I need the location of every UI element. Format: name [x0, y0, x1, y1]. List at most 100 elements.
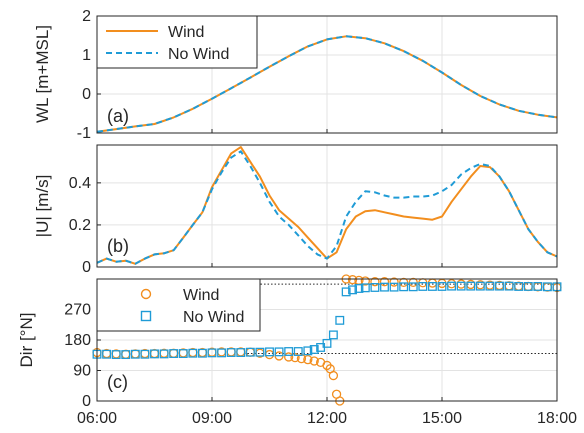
- panel-c-point-no-wind: [274, 347, 284, 357]
- panel-c-point-no-wind: [140, 349, 150, 359]
- legend-nowind-label: No Wind: [168, 46, 229, 63]
- panel-c-point-no-wind: [309, 345, 319, 354]
- panel-c-point-wind: [370, 277, 380, 287]
- panel-c-point-no-wind: [389, 282, 399, 292]
- panel-c-point-no-wind: [293, 347, 303, 356]
- panel-c-point-no-wind: [542, 282, 552, 292]
- panel-c-xtick-label: 12:00: [307, 410, 347, 427]
- panel-c-legend: Wind No Wind: [96, 278, 261, 332]
- panel-c-point-no-wind: [370, 283, 380, 292]
- panel-b: 0 0.2 0.4 (b) |U| [m/s]: [33, 144, 558, 276]
- panel-c-point-no-wind: [150, 349, 159, 359]
- panel-c-point-no-wind: [226, 348, 236, 357]
- legend-wind-label: Wind: [168, 24, 204, 41]
- panel-c-label: (c): [107, 372, 128, 392]
- legend-box: [96, 278, 261, 332]
- panel-c-point-no-wind: [236, 348, 246, 357]
- panel-a: -1 0 1 2 (a) WL [m+MSL] Wind No Wind: [33, 8, 558, 142]
- panel-c-point-no-wind: [328, 330, 338, 340]
- panel-b-grid: [97, 145, 557, 267]
- panel-c-point-wind: [303, 355, 313, 365]
- legend-nowind-label: No Wind: [183, 309, 244, 326]
- panel-c-point-no-wind: [504, 281, 514, 291]
- panel-c-point-no-wind: [399, 282, 409, 292]
- panel-c-ytick-label: 270: [64, 302, 91, 319]
- panel-c-point-no-wind: [354, 284, 364, 293]
- panel-c-point-no-wind: [335, 315, 345, 325]
- panel-b-label: (b): [107, 236, 129, 256]
- panel-a-ytick-label: -1: [77, 125, 91, 142]
- panel-c-ytick-label: 90: [73, 363, 91, 380]
- panel-b-yticks: 0 0.2 0.4: [69, 175, 558, 276]
- panel-c-point-no-wind: [418, 282, 428, 291]
- panel-c-point-no-wind: [265, 347, 274, 357]
- panel-c-ytick-label: 0: [82, 393, 91, 410]
- panel-c-xticks: 06:00 09:00 12:00 15:00 18:00: [77, 410, 577, 427]
- panel-b-ylabel: |U| [m/s]: [33, 175, 52, 238]
- panel-c-point-no-wind: [245, 347, 255, 357]
- legend-wind-label: Wind: [183, 287, 219, 304]
- panel-c-point-no-wind: [169, 349, 179, 359]
- panel-c-xtick-label: 06:00: [77, 410, 117, 427]
- panel-c-point-no-wind: [466, 281, 476, 291]
- panel-c-point-no-wind: [159, 349, 169, 359]
- panel-c-point-no-wind: [121, 350, 131, 360]
- panel-c-point-no-wind: [475, 281, 485, 291]
- panel-b-ytick-label: 0.2: [69, 217, 91, 234]
- panel-a-ytick-label: 2: [82, 8, 91, 25]
- panel-c-point-no-wind: [456, 281, 466, 291]
- panel-c-point-no-wind: [102, 349, 112, 359]
- panel-c-point-no-wind: [348, 285, 358, 295]
- legend-wind-marker: [140, 288, 152, 300]
- panel-c-point-no-wind: [427, 282, 437, 291]
- panel-c-point-no-wind: [111, 350, 121, 360]
- panel-b-series-no-wind: [96, 150, 558, 265]
- legend-box: [96, 15, 258, 69]
- panel-a-series: [96, 35, 558, 133]
- panel-c-point-wind: [360, 276, 370, 286]
- panel-c-point-wind: [347, 275, 358, 285]
- panel-a-ytick-label: 0: [82, 86, 91, 103]
- panel-c-point-no-wind: [514, 282, 524, 291]
- panel-c-point-no-wind: [533, 282, 543, 291]
- panel-b-ytick-label: 0: [82, 259, 91, 276]
- panel-c-ytick-label: 180: [64, 332, 91, 349]
- panel-c-point-no-wind: [322, 338, 332, 348]
- panel-c-point-no-wind: [255, 347, 265, 357]
- panel-a-legend: Wind No Wind: [96, 15, 258, 69]
- panel-c-xtick-label: 18:00: [537, 410, 577, 427]
- panel-a-series-no-wind: [96, 35, 558, 133]
- panel-c-point-wind: [328, 370, 339, 381]
- panel-c-point-wind: [379, 277, 390, 287]
- panel-c-point-no-wind: [217, 348, 227, 358]
- panel-c-point-no-wind: [130, 349, 140, 359]
- panel-a-ytick-label: 1: [82, 47, 91, 64]
- panel-c-point-wind: [309, 356, 319, 366]
- panel-c-point-no-wind: [485, 281, 495, 291]
- panel-b-ytick-label: 0.4: [69, 175, 91, 192]
- panel-c-point-no-wind: [303, 346, 313, 356]
- panel-c-point-no-wind: [284, 347, 294, 356]
- panel-c-point-no-wind: [188, 348, 198, 358]
- panel-c-point-wind: [284, 352, 294, 362]
- panel-c-ylabel: Dir [°N]: [17, 313, 36, 368]
- panel-a-ylabel: WL [m+MSL]: [33, 25, 52, 123]
- panel-b-series: [96, 146, 558, 265]
- panel-c-point-no-wind: [380, 282, 389, 292]
- panel-c-point-no-wind: [341, 287, 351, 297]
- panel-a-label: (a): [107, 106, 129, 126]
- panel-c-point-no-wind: [178, 349, 188, 359]
- panel-c-point-no-wind: [447, 281, 457, 291]
- panel-c-point-no-wind: [408, 282, 418, 292]
- panel-c-xtick-label: 09:00: [192, 410, 232, 427]
- panel-c-point-no-wind: [207, 348, 217, 358]
- panel-c-point-no-wind: [197, 348, 207, 358]
- panel-c-xtick-label: 15:00: [422, 410, 462, 427]
- panel-c-point-no-wind: [437, 282, 447, 291]
- panel-c-point-no-wind: [495, 281, 504, 291]
- panel-c-yticks: 0 90 180 270: [64, 302, 558, 410]
- legend-nowind-marker: [140, 310, 152, 322]
- panel-c-point-no-wind: [360, 283, 370, 293]
